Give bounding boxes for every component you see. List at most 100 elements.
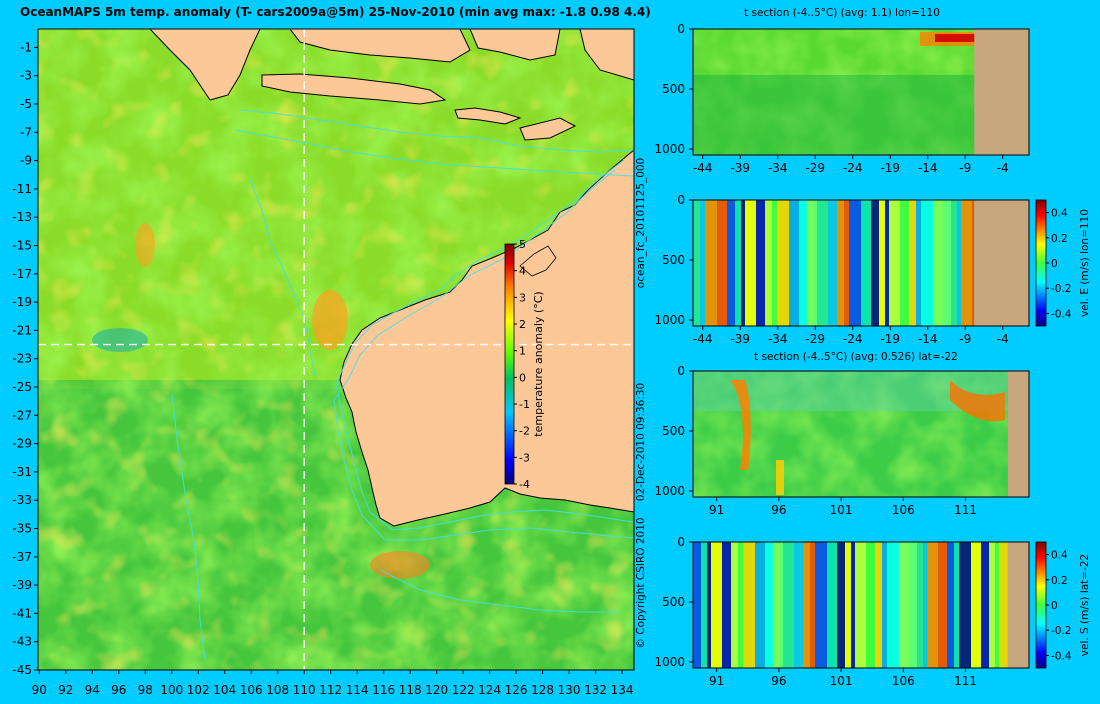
section-v-lon-x-tick-label: -24: [843, 332, 863, 346]
section-panel-t-lon: t section (-4..5°C) (avg: 1.1) lon=110 -…: [654, 7, 1030, 175]
map-x-axis: 90 92 94 96 98 100 102 104 106 108 110 112 114 116 118…: [32, 670, 634, 697]
section-v-lat-stripe: [845, 542, 851, 668]
temperature-colorbar-tick-label: 4: [519, 265, 526, 278]
section-v-lon-axes: -44 -39 -34 -29 -24 -19 -14 -9 -4 0 500 1000: [654, 193, 1008, 346]
section-v-lat-stripe: [693, 542, 701, 668]
section-t-lon-y-tick-label: 0: [677, 22, 685, 36]
section-v-lat-stripe: [947, 542, 954, 668]
section-v-lat-stripe: [711, 542, 722, 668]
section-t-lat-frame: [692, 370, 1030, 498]
section-panel-t-lat: t section (-4..5°C) (avg: 0.526) lat=-22…: [654, 351, 1030, 517]
section-v-lat-stripe: [773, 542, 779, 668]
map-x-tick-label: 114: [346, 683, 369, 697]
vel-s-colorbar: [1035, 541, 1047, 669]
section-t-lat-warm-east: [950, 380, 1005, 422]
section-v-lat-x-tick-label: 101: [830, 674, 853, 688]
section-t-lon-y-tick-label: 1000: [654, 142, 685, 156]
map-y-tick-label: -19: [12, 295, 32, 309]
map-x-tick-label: 104: [213, 683, 236, 697]
section-v-lon-stripe: [951, 200, 957, 326]
section-v-lon-stripe: [885, 200, 889, 326]
section-v-lat-stripe: [882, 542, 887, 668]
section-v-lat-stripe: [938, 542, 947, 668]
temperature-colorbar-tick-label: -3: [519, 451, 530, 464]
map-x-tick-label: 106: [240, 683, 263, 697]
vel-s-colorbar-tick-label: -0.2: [1051, 625, 1072, 637]
section-v-lon-stripe: [807, 200, 813, 326]
section-v-lon-x-tick-label: -44: [693, 332, 713, 346]
vel-e-colorbar-tick-label: -0.2: [1051, 283, 1072, 295]
map-x-tick-label: 90: [32, 683, 47, 697]
section-t-lon-x-tick-label: -24: [843, 161, 863, 175]
section-v-lat-stripe: [855, 542, 866, 668]
map-y-tick-label: -33: [12, 493, 32, 507]
land-kimberley-coast: [519, 245, 557, 277]
map-x-tick-label: 92: [58, 683, 73, 697]
section-t-lat-x-tick-label: 91: [709, 503, 724, 517]
map-y-tick-label: -25: [12, 380, 32, 394]
section-t-lon-land: [974, 29, 1029, 155]
contour-west: [171, 394, 206, 661]
section-v-lat-x-tick-label: 91: [709, 674, 724, 688]
map-y-tick-label: -15: [12, 238, 32, 252]
section-v-lat-stripe: [701, 542, 707, 668]
section-t-lat-x-tick-label: 101: [830, 503, 853, 517]
map-x-tick-label: 98: [138, 683, 153, 697]
section-v-lon-stripe: [916, 200, 921, 326]
section-v-lat-x-tick-label: 111: [954, 674, 977, 688]
section-t-lon-x-tick-label: -34: [768, 161, 788, 175]
vel-e-colorbar-tick-label: 0.2: [1051, 233, 1068, 245]
section-t-lon-x-tick-label: -44: [693, 161, 713, 175]
section-v-lat-land: [1007, 542, 1029, 668]
map-y-tick-label: -45: [12, 663, 32, 677]
timestamp-label: 02-Dec-2010 09:36:30: [635, 383, 647, 501]
section-v-lat-stripe: [815, 542, 827, 668]
map-x-tick-label: 132: [584, 683, 607, 697]
section-v-lat-field: [693, 542, 1029, 668]
section-t-lon-x-tick-label: -19: [880, 161, 900, 175]
section-v-lon-stripe: [735, 200, 741, 326]
section-v-lat-stripe: [837, 542, 845, 668]
section-v-lon-field: [693, 200, 1029, 326]
vel-e-colorbar-tick-label: 0: [1051, 258, 1058, 270]
section-t-lon-x-tick-label: -39: [730, 161, 750, 175]
section-v-lat-stripe: [851, 542, 855, 668]
section-t-lat-y-tick-label: 1000: [654, 484, 685, 498]
section-v-lon-stripe: [817, 200, 828, 326]
section-t-lon-x-tick-label: -14: [918, 161, 938, 175]
section-t-lon-noise: [693, 29, 1029, 155]
section-v-lon-stripe: [772, 200, 777, 326]
section-v-lat-stripe: [722, 542, 731, 668]
contour-ridge: [249, 179, 317, 381]
section-v-lat-stripe: [731, 542, 738, 668]
section-v-lon-stripe: [921, 200, 933, 326]
section-t-lat-axes: 91 96 101 106 111 0 500 1000: [654, 364, 977, 517]
main-title: OceanMAPS 5m temp. anomaly (T- cars2009a…: [20, 5, 651, 19]
section-v-lon-stripe: [789, 200, 799, 326]
section-v-lat-stripe: [959, 542, 971, 668]
section-v-lon-x-tick-label: -39: [730, 332, 750, 346]
contour-java-trench: [239, 109, 634, 153]
section-v-lon-stripe: [799, 200, 807, 326]
section-v-lon-x-tick-label: -29: [805, 332, 825, 346]
map-x-tick-label: 134: [611, 683, 634, 697]
map-y-tick-label: -41: [12, 606, 32, 620]
section-v-lat-stripe: [887, 542, 899, 668]
map-y-tick-label: -29: [12, 437, 32, 451]
map-x-tick-label: 128: [531, 683, 554, 697]
map-x-tick-label: 118: [399, 683, 422, 697]
section-t-lon-frame: [692, 28, 1030, 156]
section-v-lat-x-tick-label: 106: [892, 674, 915, 688]
vel-e-colorbar: [1035, 199, 1047, 327]
vel-e-colorbar-ticks: 0.4 0.2 0 -0.2 -0.4: [1046, 208, 1072, 320]
section-t-lon-x-tick-label: -9: [959, 161, 971, 175]
section-v-lon-stripe: [861, 200, 871, 326]
section-v-lon-stripe: [813, 200, 817, 326]
map-y-tick-label: -37: [12, 550, 32, 564]
map-field: [38, 29, 634, 670]
land-sulawesi: [469, 29, 561, 61]
section-v-lat-stripe: [794, 542, 803, 668]
section-t-lat-y-tick-label: 0: [677, 364, 685, 378]
section-v-lon-stripe: [777, 200, 789, 326]
section-v-lon-stripe: [700, 200, 705, 326]
